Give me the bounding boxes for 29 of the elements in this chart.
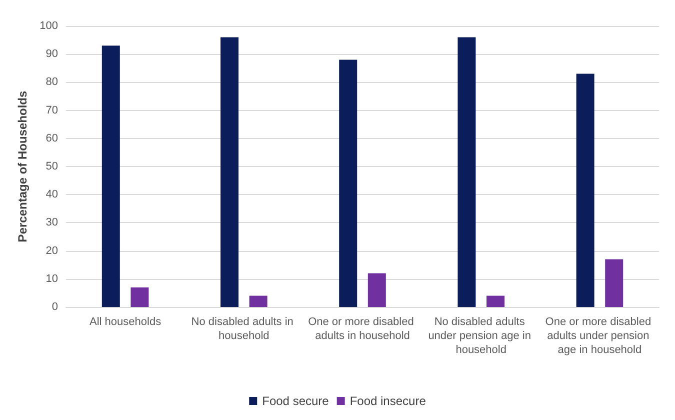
bar bbox=[249, 296, 268, 307]
bar bbox=[339, 60, 358, 307]
bar bbox=[458, 37, 476, 307]
bar bbox=[102, 46, 120, 307]
y-tick-label: 80 bbox=[46, 76, 58, 88]
x-tick-label: All households bbox=[90, 316, 162, 328]
legend-label: Food insecure bbox=[350, 394, 426, 408]
y-tick-label: 0 bbox=[52, 301, 58, 313]
bar bbox=[220, 37, 238, 307]
bar bbox=[605, 259, 624, 307]
x-tick-label: One or more disabled adults under pension age in household bbox=[545, 316, 654, 356]
x-tick-label: No disabled adults under pension age in household bbox=[428, 316, 534, 356]
y-axis-title: Percentage of Households bbox=[16, 90, 30, 242]
x-tick-label: One or more disabled adults in household bbox=[308, 316, 417, 342]
y-tick-label: 70 bbox=[46, 104, 58, 116]
y-tick-label: 100 bbox=[40, 20, 58, 32]
y-tick-label: 50 bbox=[46, 160, 58, 172]
y-tick-label: 20 bbox=[46, 244, 58, 257]
bar bbox=[576, 74, 594, 307]
y-tick-label: 30 bbox=[46, 216, 58, 229]
y-tick-label: 90 bbox=[46, 48, 58, 60]
bar bbox=[368, 273, 386, 307]
bar bbox=[130, 287, 149, 307]
bar bbox=[486, 296, 504, 307]
y-tick-label: 60 bbox=[46, 132, 58, 144]
y-tick-label: 10 bbox=[46, 272, 58, 285]
legend-label: Food secure bbox=[262, 394, 330, 408]
y-tick-label: 40 bbox=[46, 188, 58, 201]
x-tick-label: No disabled adults in household bbox=[191, 316, 296, 342]
